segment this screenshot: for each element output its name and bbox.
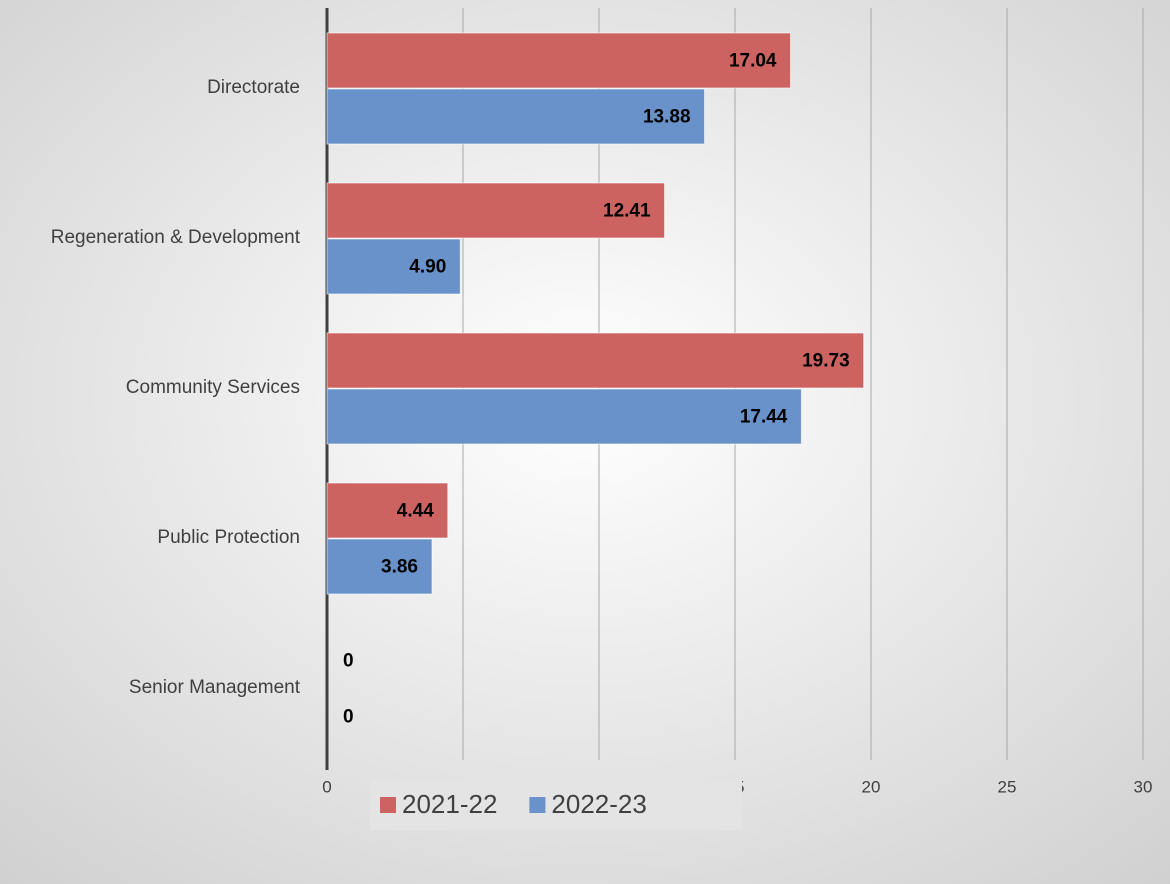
x-tick-label: 30 — [1134, 777, 1153, 796]
category-label: Community Services — [126, 377, 300, 398]
data-label: 12.41 — [603, 201, 651, 222]
legend-box — [370, 780, 742, 830]
bar — [326, 238, 461, 295]
bar — [326, 182, 666, 239]
data-label: 17.44 — [740, 407, 788, 428]
legend-label: 2022-23 — [551, 789, 646, 819]
bar — [326, 482, 449, 539]
bar — [326, 388, 802, 445]
x-tick-label: 20 — [862, 777, 881, 796]
x-tick-label: 0 — [322, 777, 331, 796]
category-label: Senior Management — [129, 677, 301, 698]
bar — [326, 332, 865, 389]
data-label: 4.90 — [409, 257, 446, 278]
bar — [326, 32, 791, 89]
bar — [326, 538, 433, 595]
x-tick-label: 25 — [998, 777, 1017, 796]
category-label: Regeneration & Development — [51, 227, 301, 248]
category-label: Public Protection — [157, 527, 300, 548]
legend-label: 2021-22 — [402, 789, 497, 819]
data-label: 4.44 — [397, 501, 434, 522]
bar — [326, 88, 706, 145]
labels: 051015202530Directorate17.0413.88Regener… — [51, 51, 1153, 797]
legend-swatch — [380, 797, 396, 813]
data-label: 17.04 — [729, 51, 777, 72]
data-label: 3.86 — [381, 557, 418, 578]
legend-swatch — [529, 797, 546, 813]
data-label: 19.73 — [802, 351, 850, 372]
bars — [326, 32, 865, 595]
data-label: 0 — [343, 707, 354, 728]
category-label: Directorate — [207, 77, 300, 98]
data-label: 0 — [343, 651, 354, 672]
legend: 2021-22 2022-23 — [380, 789, 647, 819]
data-label: 13.88 — [643, 107, 691, 128]
